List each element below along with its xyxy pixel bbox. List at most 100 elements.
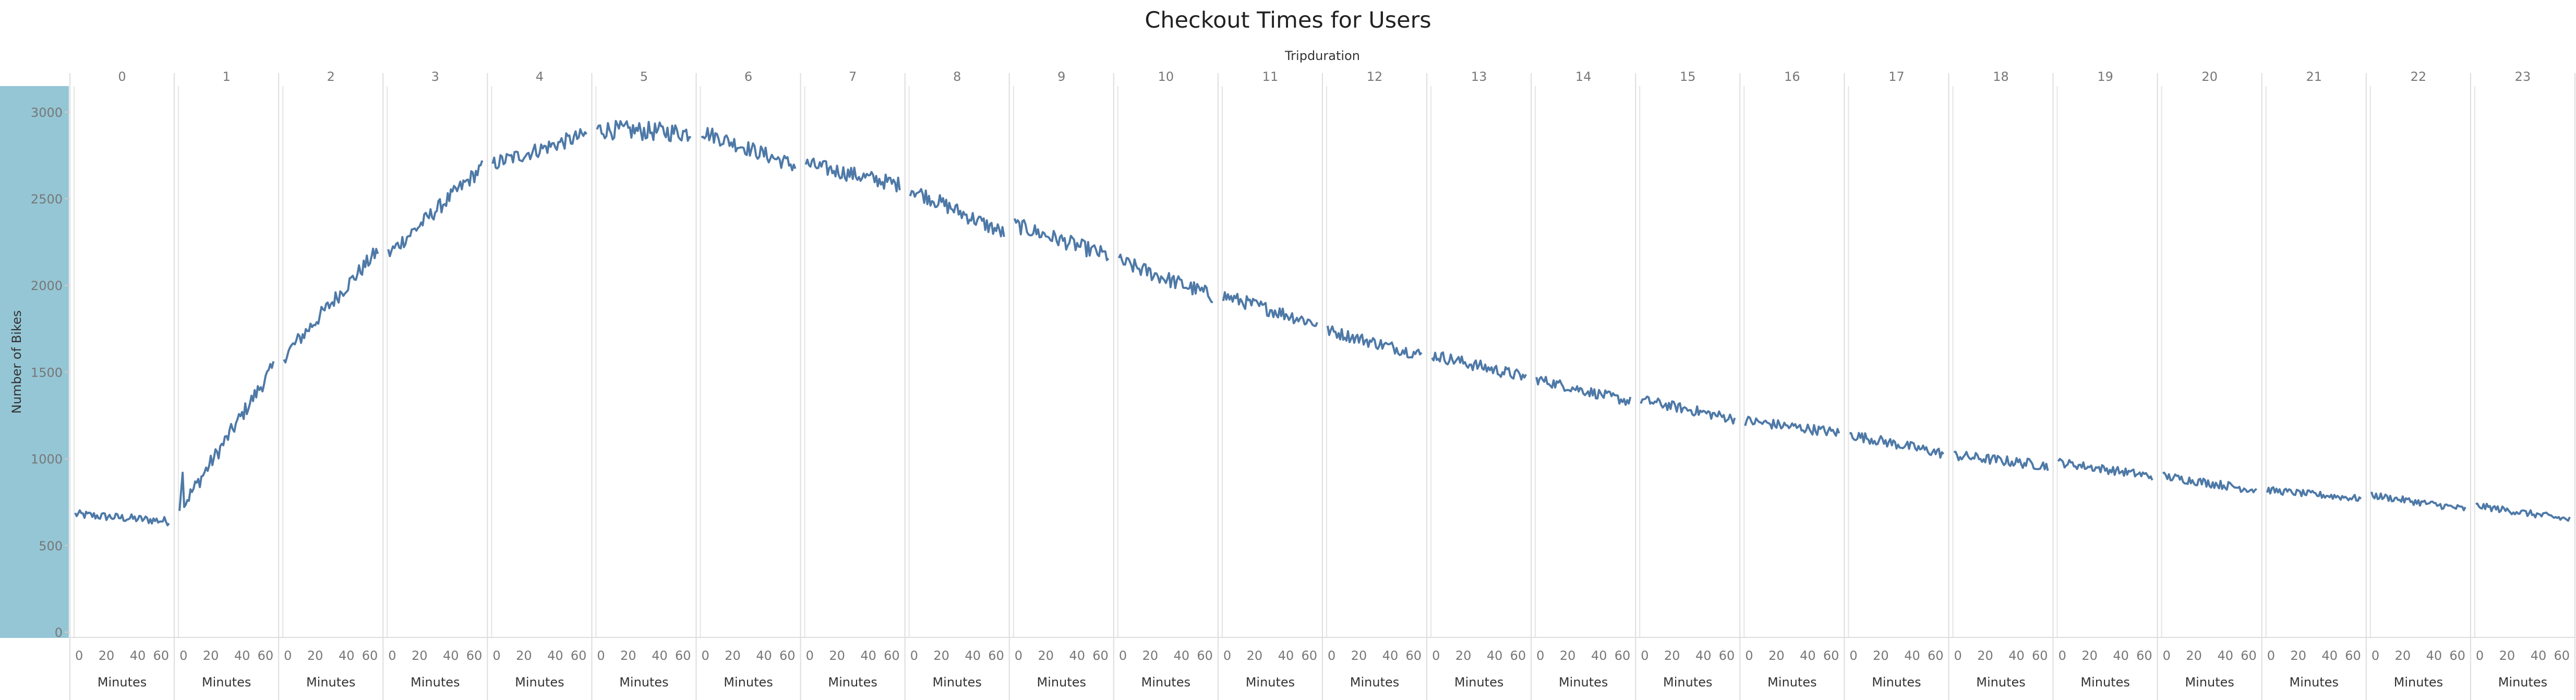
series-line-panel-21 — [2266, 486, 2362, 502]
x-tick-label: 40 — [860, 648, 876, 663]
panel-x-axis-title: Minutes — [202, 675, 251, 690]
x-tick-label: 60 — [675, 648, 691, 663]
chart-title: Checkout Times for Users — [1145, 7, 1431, 33]
x-tick-label: 40 — [1904, 648, 1920, 663]
x-tick-label: 0 — [2372, 648, 2379, 663]
x-tick-label: 0 — [1432, 648, 1440, 663]
series-line-panel-8 — [909, 188, 1005, 238]
x-tick-label: 60 — [988, 648, 1004, 663]
panel-x-axis-title: Minutes — [1350, 675, 1399, 690]
panel-header-label: 15 — [1680, 69, 1696, 84]
panel-x-axis-title: Minutes — [2185, 675, 2234, 690]
panel-x-axis-title: Minutes — [1663, 675, 1712, 690]
panel-header-label: 21 — [2306, 69, 2322, 84]
panel-header-label: 17 — [1888, 69, 1905, 84]
series-line-panel-0 — [74, 509, 170, 526]
panel-header-label: 18 — [1993, 69, 2009, 84]
panel-x-axis-title: Minutes — [2080, 675, 2129, 690]
series-line-panel-17 — [1849, 432, 1944, 459]
y-axis-title: Number of Bikes — [9, 310, 24, 414]
x-tick-label: 20 — [933, 648, 949, 663]
x-tick-label: 40 — [2322, 648, 2338, 663]
x-tick-label: 60 — [1928, 648, 1944, 663]
panel-header-label: 10 — [1158, 69, 1174, 84]
x-tick-label: 60 — [571, 648, 587, 663]
series-line-panel-23 — [2475, 502, 2571, 522]
y-tick-label: 3000 — [31, 105, 63, 120]
series-line-panel-9 — [1013, 218, 1110, 261]
series-line-panel-14 — [1535, 376, 1632, 406]
x-tick-label: 0 — [2476, 648, 2484, 663]
panel-header-label: 14 — [1575, 69, 1592, 84]
y-tick-label: 1500 — [31, 365, 63, 380]
x-tick-label: 20 — [2186, 648, 2202, 663]
x-tick-label: 0 — [702, 648, 709, 663]
series-line-panel-10 — [1117, 254, 1213, 304]
x-tick-label: 40 — [1069, 648, 1086, 663]
x-tick-label: 60 — [1406, 648, 1422, 663]
x-tick-label: 60 — [2241, 648, 2257, 663]
x-tick-label: 0 — [2267, 648, 2275, 663]
x-tick-label: 40 — [2113, 648, 2129, 663]
panel-header-label: 9 — [1057, 69, 1065, 84]
panel-header-label: 11 — [1262, 69, 1279, 84]
x-tick-label: 0 — [179, 648, 187, 663]
x-tick-label: 40 — [1695, 648, 1712, 663]
x-tick-label: 0 — [2059, 648, 2066, 663]
panel-header-label: 20 — [2201, 69, 2218, 84]
x-tick-label: 20 — [1977, 648, 1993, 663]
x-tick-label: 0 — [388, 648, 396, 663]
x-tick-label: 0 — [1849, 648, 1857, 663]
panel-x-axis-title: Minutes — [2290, 675, 2339, 690]
x-tick-label: 0 — [284, 648, 292, 663]
x-tick-label: 60 — [153, 648, 170, 663]
x-tick-label: 0 — [492, 648, 500, 663]
x-tick-label: 20 — [2395, 648, 2411, 663]
x-tick-label: 40 — [2531, 648, 2547, 663]
column-header: Tripduration — [1284, 49, 1360, 63]
series-line-panel-15 — [1640, 395, 1736, 425]
series-line-panel-18 — [1953, 451, 2049, 471]
series-line-panel-16 — [1744, 416, 1840, 437]
panel-header-label: 4 — [536, 69, 544, 84]
x-tick-label: 0 — [806, 648, 814, 663]
y-tick-label: 0 — [55, 625, 63, 640]
x-tick-label: 20 — [1351, 648, 1367, 663]
x-tick-label: 0 — [1328, 648, 1335, 663]
panel-header-label: 5 — [640, 69, 648, 84]
x-tick-label: 0 — [597, 648, 605, 663]
panel-header-label: 13 — [1471, 69, 1487, 84]
panel-header-label: 8 — [953, 69, 961, 84]
series-line-panel-7 — [804, 158, 901, 192]
panel-header-label: 16 — [1784, 69, 1800, 84]
x-tick-label: 40 — [2217, 648, 2233, 663]
x-tick-label: 20 — [203, 648, 219, 663]
x-tick-label: 20 — [2499, 648, 2515, 663]
series-line-panel-6 — [701, 127, 797, 172]
x-tick-label: 60 — [362, 648, 378, 663]
panel-x-axis-title: Minutes — [2498, 675, 2547, 690]
panel-header-label: 1 — [222, 69, 230, 84]
series-line-panel-13 — [1431, 351, 1527, 381]
panel-header-label: 22 — [2411, 69, 2427, 84]
x-tick-label: 20 — [1142, 648, 1159, 663]
x-tick-label: 20 — [1455, 648, 1472, 663]
panel-header-label: 2 — [327, 69, 335, 84]
y-axis-band — [0, 86, 69, 638]
x-tick-label: 20 — [1247, 648, 1263, 663]
x-tick-label: 20 — [1768, 648, 1785, 663]
x-tick-label: 60 — [258, 648, 274, 663]
x-tick-label: 0 — [1119, 648, 1127, 663]
x-tick-label: 20 — [1038, 648, 1054, 663]
x-tick-label: 20 — [2291, 648, 2307, 663]
panel-header-label: 23 — [2515, 69, 2531, 84]
x-tick-label: 0 — [75, 648, 83, 663]
x-tick-label: 20 — [725, 648, 741, 663]
x-tick-label: 0 — [1015, 648, 1022, 663]
x-tick-label: 0 — [910, 648, 918, 663]
x-tick-label: 60 — [1823, 648, 1839, 663]
x-tick-label: 0 — [1223, 648, 1231, 663]
x-tick-label: 60 — [884, 648, 900, 663]
